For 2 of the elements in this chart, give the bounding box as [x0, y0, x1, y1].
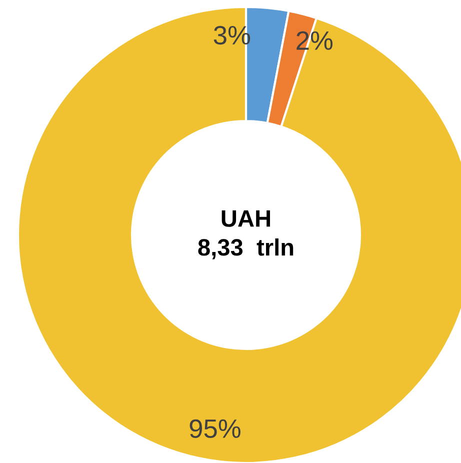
text: UAH 8,33 trln [198, 210, 294, 260]
data-label: 95% [190, 419, 240, 438]
